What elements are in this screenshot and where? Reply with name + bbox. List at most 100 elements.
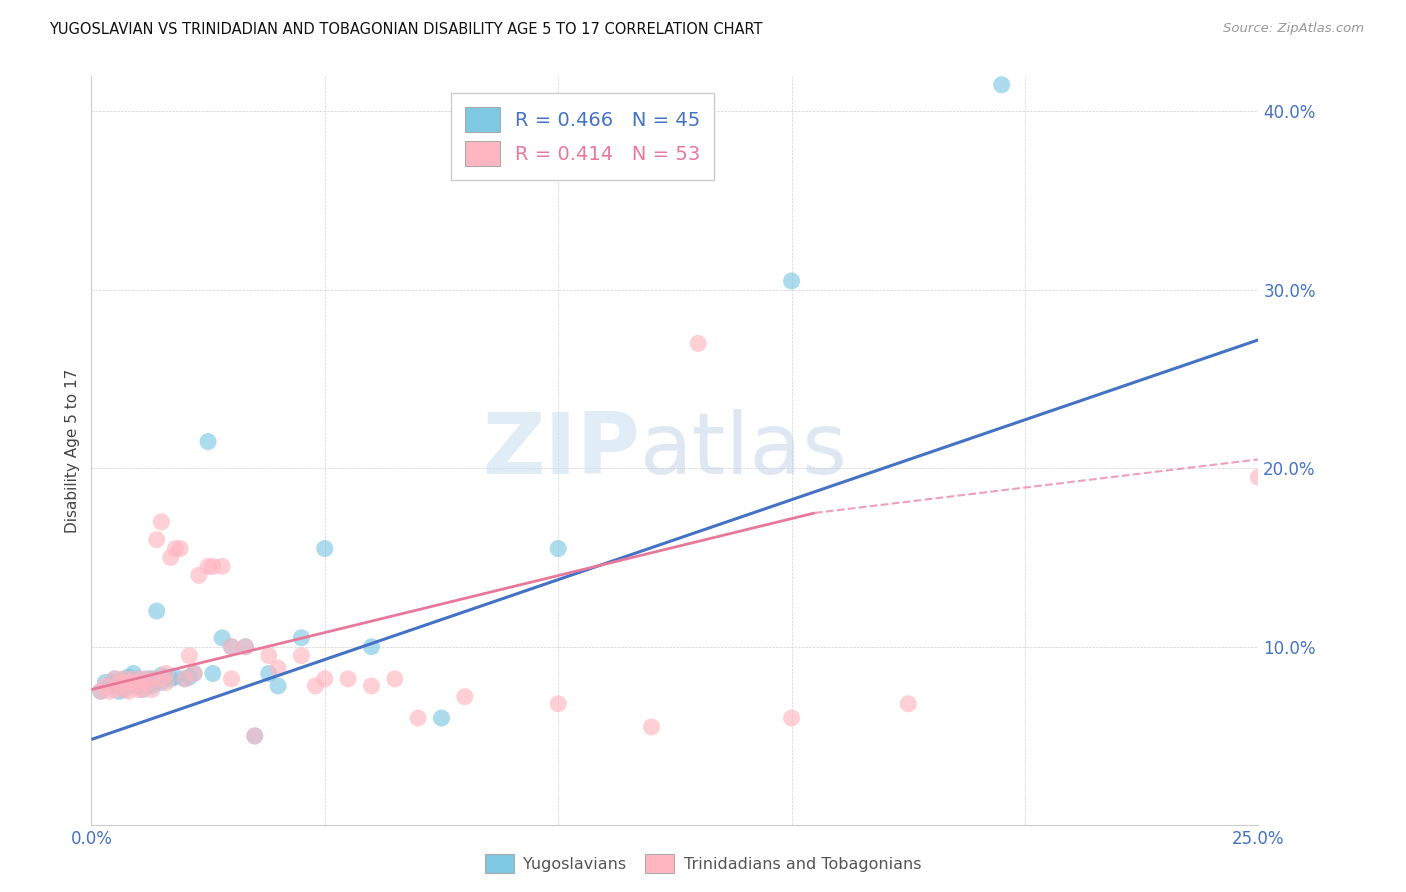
Point	[155, 670, 177, 684]
Point	[780, 274, 803, 288]
Point	[267, 679, 290, 693]
Point	[235, 640, 257, 654]
Point	[118, 670, 141, 684]
Point	[173, 672, 195, 686]
Point	[141, 682, 163, 697]
Point	[141, 672, 163, 686]
Point	[179, 670, 201, 684]
Text: YUGOSLAVIAN VS TRINIDADIAN AND TOBAGONIAN DISABILITY AGE 5 TO 17 CORRELATION CHA: YUGOSLAVIAN VS TRINIDADIAN AND TOBAGONIA…	[49, 22, 762, 37]
Point	[1247, 470, 1270, 484]
Point	[94, 679, 117, 693]
Point	[211, 631, 233, 645]
Point	[201, 559, 224, 574]
Point	[150, 668, 173, 682]
Point	[112, 682, 135, 697]
Point	[141, 679, 163, 693]
Point	[173, 672, 195, 686]
Text: ZIP: ZIP	[482, 409, 640, 492]
Point	[127, 682, 149, 697]
Point	[136, 672, 159, 686]
Point	[221, 640, 243, 654]
Point	[267, 661, 290, 675]
Point	[314, 672, 336, 686]
Legend: R = 0.466   N = 45, R = 0.414   N = 53: R = 0.466 N = 45, R = 0.414 N = 53	[451, 93, 714, 180]
Point	[108, 675, 131, 690]
Point	[201, 666, 224, 681]
Point	[104, 682, 127, 697]
Point	[640, 720, 662, 734]
Text: Source: ZipAtlas.com: Source: ZipAtlas.com	[1223, 22, 1364, 36]
Point	[112, 672, 135, 686]
Point	[159, 672, 181, 686]
Point	[211, 559, 233, 574]
Point	[221, 640, 243, 654]
Point	[183, 666, 205, 681]
Point	[243, 729, 266, 743]
Point	[337, 672, 360, 686]
Point	[132, 682, 155, 697]
Point	[780, 711, 803, 725]
Point	[155, 675, 177, 690]
Point	[136, 675, 159, 690]
Point	[243, 729, 266, 743]
Point	[108, 684, 131, 698]
Point	[118, 679, 141, 693]
Point	[430, 711, 453, 725]
Point	[98, 679, 121, 693]
Point	[127, 672, 149, 686]
Point	[136, 679, 159, 693]
Point	[179, 648, 201, 663]
Point	[384, 672, 406, 686]
Point	[112, 682, 135, 697]
Point	[122, 666, 145, 681]
Point	[150, 672, 173, 686]
Point	[112, 672, 135, 686]
Point	[197, 559, 219, 574]
Point	[360, 640, 382, 654]
Point	[122, 672, 145, 686]
Point	[990, 78, 1012, 92]
Point	[183, 666, 205, 681]
Point	[118, 684, 141, 698]
Point	[104, 672, 127, 686]
Point	[304, 679, 326, 693]
Point	[290, 648, 312, 663]
Text: atlas: atlas	[640, 409, 848, 492]
Point	[145, 604, 167, 618]
Point	[108, 675, 131, 690]
Point	[169, 541, 191, 556]
Point	[90, 684, 112, 698]
Point	[187, 568, 209, 582]
Point	[360, 679, 382, 693]
Point	[314, 541, 336, 556]
Point	[257, 666, 280, 681]
Point	[90, 684, 112, 698]
Point	[145, 533, 167, 547]
Legend: Yugoslavians, Trinidadians and Tobagonians: Yugoslavians, Trinidadians and Tobagonia…	[478, 847, 928, 880]
Point	[257, 648, 280, 663]
Point	[221, 672, 243, 686]
Point	[547, 541, 569, 556]
Point	[150, 515, 173, 529]
Y-axis label: Disability Age 5 to 17: Disability Age 5 to 17	[65, 368, 80, 533]
Point	[150, 675, 173, 690]
Point	[127, 679, 149, 693]
Point	[897, 697, 920, 711]
Point	[165, 541, 187, 556]
Point	[104, 675, 127, 690]
Point	[94, 675, 117, 690]
Point	[127, 675, 149, 690]
Point	[406, 711, 429, 725]
Point	[122, 675, 145, 690]
Point	[159, 550, 181, 565]
Point	[547, 697, 569, 711]
Point	[98, 684, 121, 698]
Point	[197, 434, 219, 449]
Point	[132, 682, 155, 697]
Point	[141, 672, 163, 686]
Point	[132, 675, 155, 690]
Point	[118, 675, 141, 690]
Point	[290, 631, 312, 645]
Point	[454, 690, 477, 704]
Point	[104, 672, 127, 686]
